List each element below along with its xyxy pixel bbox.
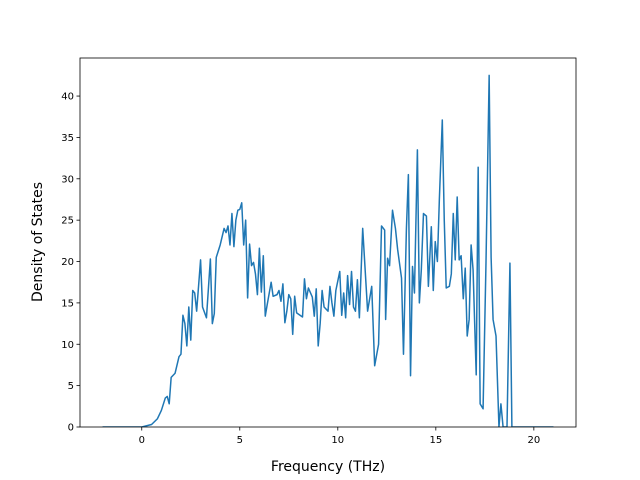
y-tick-label: 25 bbox=[61, 216, 74, 227]
plot-frame bbox=[79, 57, 577, 428]
x-tick-label: 20 bbox=[527, 435, 540, 446]
dos-line bbox=[102, 74, 554, 427]
x-tick-label: 5 bbox=[237, 435, 243, 446]
y-tick-label: 20 bbox=[61, 257, 74, 268]
y-tick-label: 30 bbox=[61, 174, 74, 185]
x-tick-label: 0 bbox=[139, 435, 145, 446]
x-tick-label: 15 bbox=[429, 435, 442, 446]
y-tick-label: 40 bbox=[61, 92, 74, 103]
x-axis-label: Frequency (THz) bbox=[271, 459, 385, 475]
y-tick-label: 5 bbox=[68, 381, 74, 392]
y-tick-label: 0 bbox=[68, 423, 74, 434]
y-tick-label: 10 bbox=[61, 340, 74, 351]
y-tick-label: 15 bbox=[61, 298, 74, 309]
y-tick-label: 35 bbox=[61, 133, 74, 144]
x-tick-label: 10 bbox=[331, 435, 344, 446]
y-axis-label: Density of States bbox=[30, 182, 46, 302]
